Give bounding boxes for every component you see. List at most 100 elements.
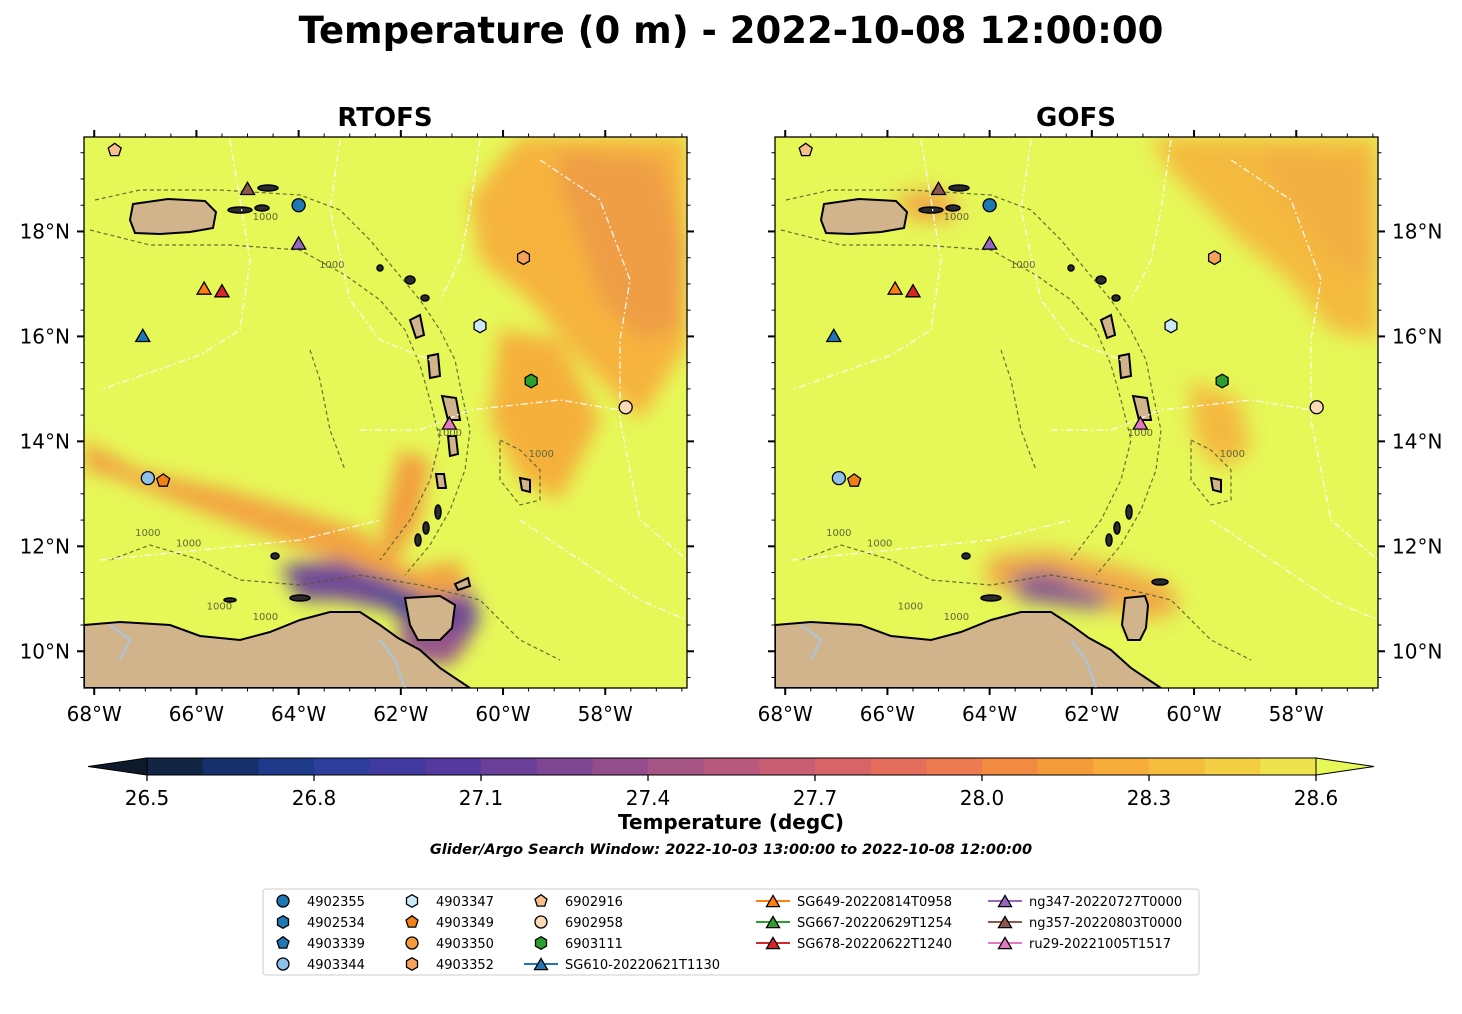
- lon-tick-label: 62°W: [1064, 702, 1119, 726]
- marker-sg610-20220621t1130: [825, 328, 842, 343]
- colorbar-segment: [314, 758, 371, 775]
- figure-title: Temperature (0 m) - 2022-10-08 12:00:00: [299, 9, 1164, 52]
- legend-item-4903349: 4903349: [405, 914, 494, 931]
- marker-4902534: [548, 67, 560, 81]
- legend-marker: [534, 915, 548, 929]
- bathymetry-contours: [89, 189, 561, 661]
- legend-marker: [276, 935, 290, 949]
- lat-tick-label: 12°N: [1392, 534, 1442, 558]
- legend-item-sg649-20220814t0958: SG649-20220814T0958: [756, 894, 952, 910]
- warm-ribbon-antilles: [380, 450, 430, 560]
- land-masses: [775, 197, 1222, 688]
- colorbar-segment: [759, 758, 816, 775]
- legend-marker: [276, 957, 290, 971]
- colorbar-segment: [1093, 758, 1150, 775]
- lat-tick-label: 14°N: [20, 429, 70, 453]
- legend-entries: 4902355 4902534 4903339 4903344 4903347 49033…: [276, 893, 1182, 973]
- colorbar-segment: [369, 758, 426, 775]
- marker-6902958: [618, 400, 633, 415]
- legend-label: SG678-20220622T1240: [797, 937, 952, 952]
- land-barbados: [1209, 476, 1222, 494]
- legend-label: SG667-20220629T1254: [797, 916, 952, 931]
- land-masses: [84, 197, 531, 688]
- lon-tick-label: 64°W: [962, 702, 1017, 726]
- marker-4903347: [1164, 318, 1178, 334]
- colorbar-segment: [481, 758, 538, 775]
- land-trinidad: [1120, 594, 1150, 641]
- legend-item-ng347-20220727t0000: ng347-20220727T0000: [988, 894, 1182, 910]
- colorbar-frame: [146, 757, 1317, 776]
- islands-small: [223, 184, 442, 603]
- colorbar-tick-label: 28.6: [1294, 786, 1339, 810]
- land-puerto-rico: [128, 197, 218, 236]
- panel-title: RTOFS: [337, 103, 432, 133]
- contour-label: 1000: [1128, 428, 1153, 439]
- land-south-america: [84, 611, 472, 688]
- panel-title: GOFS: [1036, 103, 1116, 133]
- land-st-lucia: [440, 394, 462, 421]
- contour-label: 1000: [319, 260, 344, 271]
- temperature-field: [84, 137, 687, 665]
- legend-marker: [405, 893, 419, 909]
- search-window-note: Glider/Argo Search Window: 2022-10-03 13…: [430, 842, 1032, 858]
- colorbar-tick-label: 27.1: [459, 786, 504, 810]
- contour-label: 1000: [207, 601, 232, 612]
- lon-tick-label: 60°W: [1166, 702, 1221, 726]
- legend-label: 4903347: [436, 895, 494, 910]
- marker-sg649-20220814t0958: [886, 280, 904, 295]
- map-frame: [83, 136, 688, 689]
- colorbar-tick-label: 28.0: [960, 786, 1005, 810]
- legend-label: 4903350: [436, 937, 494, 952]
- contour-label: 1000: [1220, 449, 1245, 460]
- colorbar-segment: [1037, 758, 1094, 775]
- legend-marker: [533, 957, 549, 971]
- marker-ru29-20221005t1517: [441, 415, 458, 430]
- land-st-lucia: [1131, 394, 1153, 421]
- lon-axis: 68°W 66°W 64°W 62°W 60°W 58°W: [67, 130, 683, 726]
- marker-4902355: [291, 198, 306, 213]
- legend-item-4903350: 4903350: [405, 936, 494, 952]
- marker-4903349: [155, 473, 171, 487]
- colorbar-segment: [703, 758, 760, 775]
- marker-4902534: [1239, 67, 1251, 81]
- marker-4903344: [140, 470, 156, 486]
- lat-tick-label: 10°N: [20, 639, 70, 663]
- warm-patch-northwest: [895, 190, 960, 220]
- legend-marker: [997, 915, 1013, 929]
- colorbar-segment: [870, 758, 927, 775]
- colorbar-segment: [1204, 758, 1261, 775]
- legend-frame: [262, 888, 1200, 976]
- map-area[interactable]: 1000 1000 1000 1000 1000 1000 1000 1000: [0, 16, 687, 689]
- lon-tick-label: 62°W: [373, 702, 428, 726]
- lon-tick-label: 66°W: [860, 702, 915, 726]
- marker-ru29-20221005t1517: [1132, 415, 1149, 430]
- legend-item-4902534: 4902534: [276, 914, 365, 931]
- legend-label: ng357-20220803T0000: [1029, 916, 1182, 931]
- marker-4903347: [473, 318, 487, 334]
- legend-label: 4903344: [307, 958, 365, 973]
- legend-item-6902916: 6902916: [534, 893, 623, 910]
- legend-item-sg610-20220621t1130: SG610-20220621T1130: [524, 957, 720, 973]
- colorbar-tick-label: 27.7: [793, 786, 838, 810]
- legend-label: 4902355: [307, 895, 365, 910]
- marker-ng347-20220727t0000: [981, 235, 998, 250]
- contour-label: 1000: [253, 212, 278, 223]
- map-frame: [774, 136, 1379, 689]
- legend-label: 6902916: [565, 895, 623, 910]
- marker-ng357-20220803t0000: [239, 181, 256, 196]
- contour-label: 1000: [437, 428, 462, 439]
- colorbar-segment: [147, 758, 204, 775]
- lon-tick-label: 66°W: [169, 702, 224, 726]
- contour-label: 1000: [867, 538, 892, 549]
- colorbar-segment: [258, 758, 315, 775]
- marker-6902916: [798, 142, 813, 157]
- legend-label: 6903111: [565, 937, 623, 952]
- marker-6902958: [1309, 400, 1324, 415]
- land-guadeloupe: [1099, 313, 1117, 340]
- legend-item-4903344: 4903344: [276, 957, 365, 973]
- colorbar-segment: [1260, 758, 1317, 775]
- map-area[interactable]: 1000 1000 1000 1000 1000 1000 1000 1000: [677, 16, 1379, 689]
- lat-tick-label: 16°N: [20, 324, 70, 348]
- land-martinique: [1117, 352, 1133, 380]
- marker-4903350: [1290, 41, 1303, 54]
